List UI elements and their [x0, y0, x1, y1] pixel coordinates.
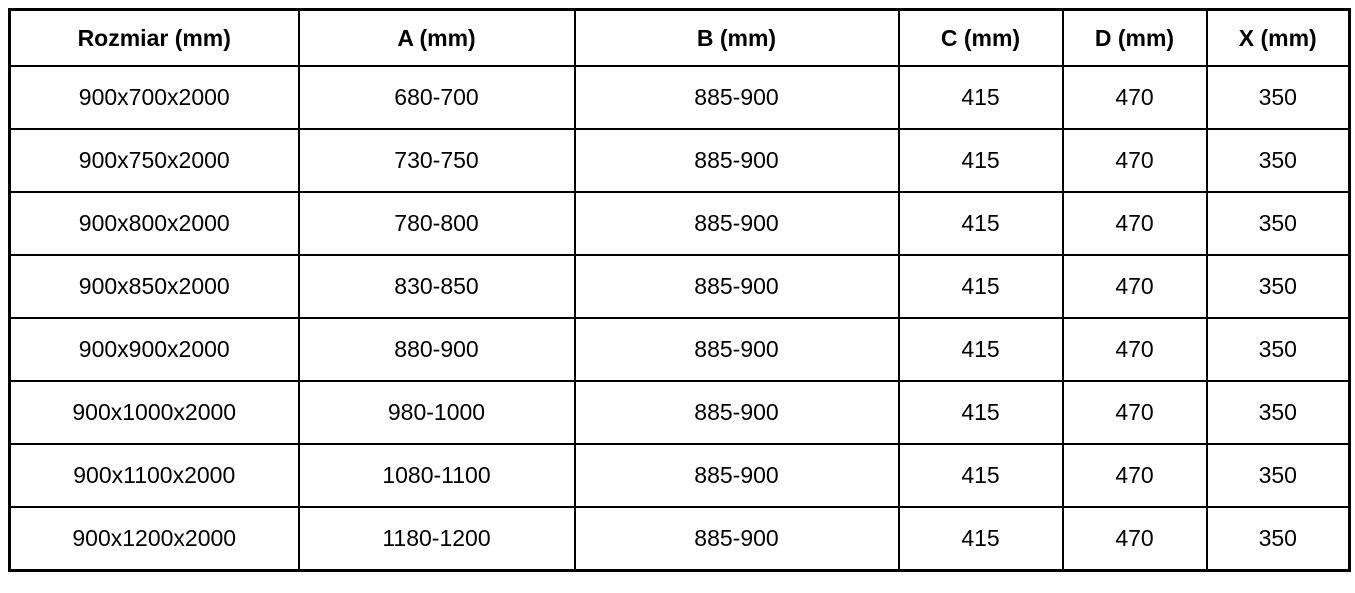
- table-cell: 415: [897, 191, 1064, 256]
- table-cell: 470: [1061, 317, 1208, 382]
- column-header-c: C (mm): [897, 8, 1064, 67]
- table-cell: 885-900: [573, 506, 900, 572]
- table-row: 900x750x2000 730-750 885-900 415 470 350: [8, 128, 1351, 193]
- table-cell: 350: [1205, 443, 1351, 508]
- table-head: Rozmiar (mm) A (mm) B (mm) C (mm) D (mm) X (m…: [8, 8, 1351, 67]
- table-cell: 885-900: [573, 443, 900, 508]
- table-row: 900x800x2000 780-800 885-900 415 470 350: [8, 191, 1351, 256]
- table-cell: 350: [1205, 506, 1351, 572]
- column-header-b: B (mm): [573, 8, 900, 67]
- table-cell: 900x850x2000: [8, 254, 300, 319]
- table-cell: 350: [1205, 128, 1351, 193]
- table-cell: 415: [897, 128, 1064, 193]
- table-cell: 470: [1061, 65, 1208, 130]
- column-header-a: A (mm): [297, 8, 576, 67]
- table-row: 900x1000x2000 980-1000 885-900 415 470 350: [8, 380, 1351, 445]
- table-row: 900x850x2000 830-850 885-900 415 470 350: [8, 254, 1351, 319]
- table-row: 900x700x2000 680-700 885-900 415 470 350: [8, 65, 1351, 130]
- table-cell: 415: [897, 380, 1064, 445]
- table-cell: 350: [1205, 254, 1351, 319]
- table-cell: 350: [1205, 65, 1351, 130]
- table-cell: 885-900: [573, 380, 900, 445]
- column-header-x: X (mm): [1205, 8, 1351, 67]
- table-cell: 885-900: [573, 128, 900, 193]
- table-cell: 470: [1061, 506, 1208, 572]
- table-cell: 415: [897, 443, 1064, 508]
- spec-table-container: Rozmiar (mm) A (mm) B (mm) C (mm) D (mm) X (m…: [8, 8, 1351, 572]
- table-body: 900x700x2000 680-700 885-900 415 470 350 900x7…: [8, 65, 1351, 572]
- table-cell: 885-900: [573, 317, 900, 382]
- table-cell: 470: [1061, 380, 1208, 445]
- table-row: 900x1200x2000 1180-1200 885-900 415 470 350: [8, 506, 1351, 572]
- table-cell: 900x1000x2000: [8, 380, 300, 445]
- table-cell: 1180-1200: [297, 506, 576, 572]
- table-cell: 885-900: [573, 191, 900, 256]
- table-cell: 885-900: [573, 65, 900, 130]
- table-cell: 415: [897, 506, 1064, 572]
- table-cell: 900x900x2000: [8, 317, 300, 382]
- table-cell: 350: [1205, 191, 1351, 256]
- table-cell: 350: [1205, 317, 1351, 382]
- table-cell: 350: [1205, 380, 1351, 445]
- column-header-d: D (mm): [1061, 8, 1208, 67]
- table-cell: 880-900: [297, 317, 576, 382]
- table-cell: 900x800x2000: [8, 191, 300, 256]
- size-spec-table: Rozmiar (mm) A (mm) B (mm) C (mm) D (mm) X (m…: [8, 8, 1351, 572]
- table-cell: 415: [897, 254, 1064, 319]
- table-header-row: Rozmiar (mm) A (mm) B (mm) C (mm) D (mm) X (m…: [8, 8, 1351, 67]
- table-cell: 415: [897, 65, 1064, 130]
- table-cell: 900x1100x2000: [8, 443, 300, 508]
- table-cell: 900x700x2000: [8, 65, 300, 130]
- table-cell: 980-1000: [297, 380, 576, 445]
- table-cell: 470: [1061, 128, 1208, 193]
- table-cell: 730-750: [297, 128, 576, 193]
- table-cell: 470: [1061, 254, 1208, 319]
- table-row: 900x1100x2000 1080-1100 885-900 415 470 350: [8, 443, 1351, 508]
- table-cell: 900x1200x2000: [8, 506, 300, 572]
- table-cell: 900x750x2000: [8, 128, 300, 193]
- table-cell: 470: [1061, 443, 1208, 508]
- column-header-rozmiar: Rozmiar (mm): [8, 8, 300, 67]
- table-cell: 470: [1061, 191, 1208, 256]
- table-cell: 830-850: [297, 254, 576, 319]
- table-cell: 1080-1100: [297, 443, 576, 508]
- table-cell: 780-800: [297, 191, 576, 256]
- table-cell: 885-900: [573, 254, 900, 319]
- table-cell: 680-700: [297, 65, 576, 130]
- table-row: 900x900x2000 880-900 885-900 415 470 350: [8, 317, 1351, 382]
- table-cell: 415: [897, 317, 1064, 382]
